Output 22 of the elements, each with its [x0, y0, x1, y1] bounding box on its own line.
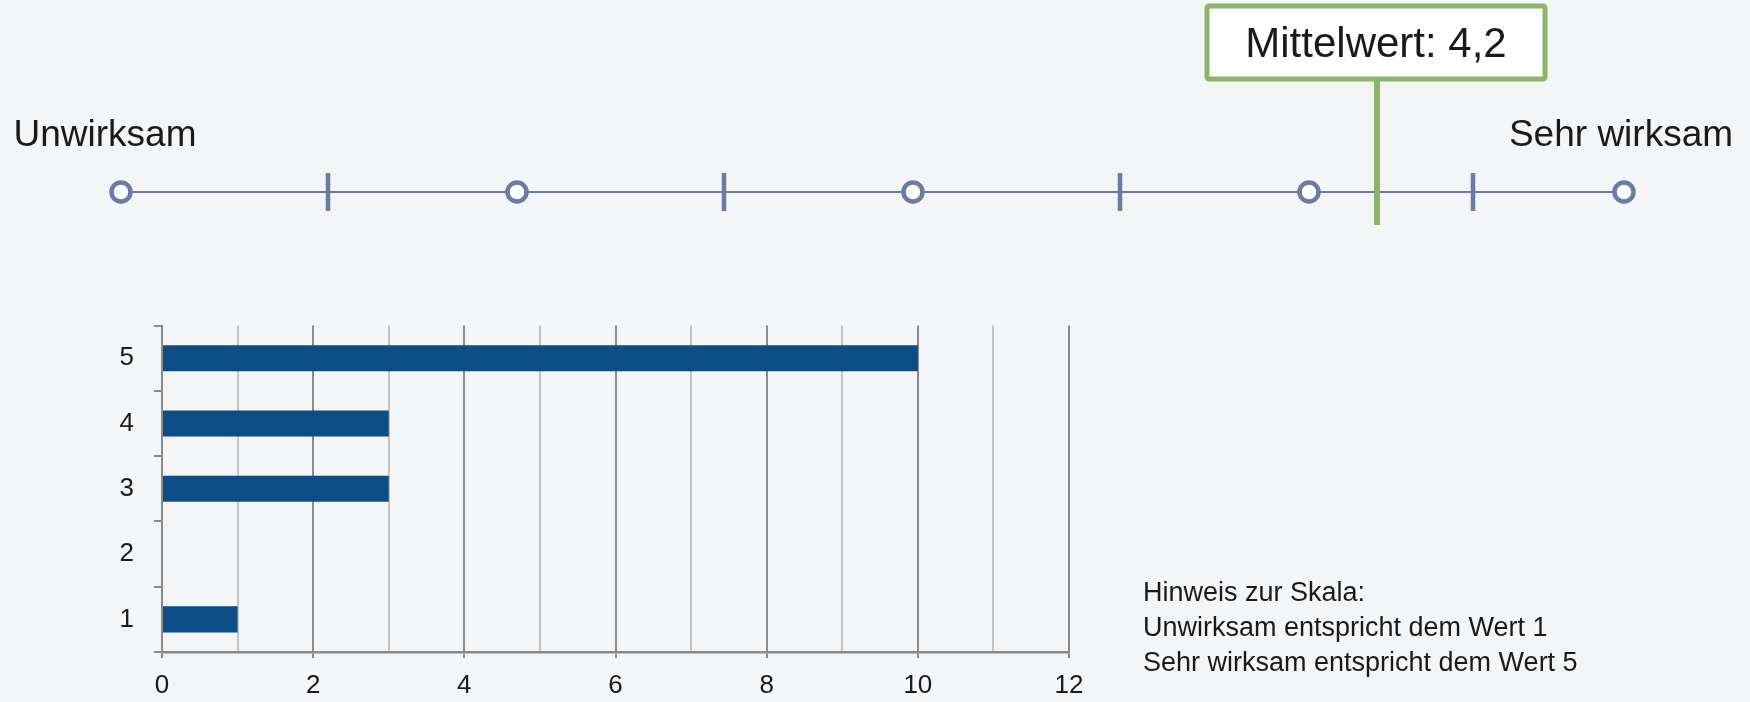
y-tick-label: 5 [119, 341, 134, 372]
bar [163, 410, 389, 437]
text: Sehr wirksam [1508, 112, 1734, 154]
x-tick-label: 10 [903, 668, 933, 699]
text: Unwirksam entspricht dem Wert 1 [1143, 611, 1549, 644]
y-tick-label: 2 [119, 537, 134, 568]
x-tick-label: 2 [305, 668, 321, 699]
x-tick-label: 8 [759, 668, 774, 699]
y-tick-label: 1 [119, 602, 134, 633]
x-tick-label: 4 [457, 668, 472, 699]
y-tick-label: 3 [119, 471, 134, 502]
text: Unwirksam [13, 112, 197, 154]
text: Hinweis zur Skala: [1143, 576, 1367, 609]
bar [163, 475, 389, 502]
y-tick-label: 4 [119, 406, 134, 437]
text: Sehr wirksam entspricht dem Wert 5 [1143, 646, 1578, 679]
x-tick-label: 6 [608, 668, 623, 699]
bar [163, 606, 238, 633]
text: Mittelwert: 4,2 [1245, 19, 1507, 67]
x-tick-label: 0 [154, 668, 170, 699]
x-tick-label: 12 [1054, 668, 1084, 699]
bar [163, 345, 918, 372]
